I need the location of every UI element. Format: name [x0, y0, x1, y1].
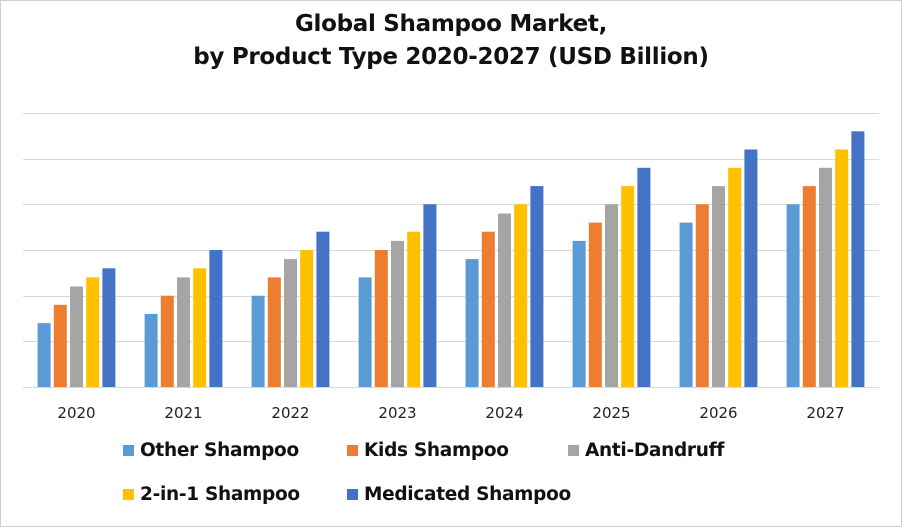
legend-item-anti-dandruff: Anti-Dandruff [568, 440, 724, 461]
bar-2-in-1-shampoo-2026 [728, 167, 742, 387]
legend-swatch-other-shampoo [123, 445, 134, 456]
x-tick-label-2025: 2025 [592, 404, 630, 422]
bar-2-in-1-shampoo-2022 [300, 250, 314, 387]
bar-anti-dandruff-2027 [819, 167, 832, 387]
bar-medicated-shampoo-2020 [102, 268, 116, 387]
bar-anti-dandruff-2020 [70, 286, 83, 387]
bar-other-shampoo-2020 [37, 323, 51, 387]
legend-item-2-in-1-shampoo: 2-in-1 Shampoo [123, 484, 300, 505]
bar-anti-dandruff-2024 [498, 213, 511, 387]
legend-swatch-kids-shampoo [347, 445, 358, 456]
bar-other-shampoo-2022 [251, 295, 265, 387]
legend-swatch-2-in-1-shampoo [123, 489, 134, 500]
bar-2-in-1-shampoo-2024 [514, 204, 528, 387]
legend-label: Other Shampoo [140, 440, 299, 461]
chart-title-line-2: by Product Type 2020-2027 (USD Billion) [193, 44, 709, 70]
legend-item-kids-shampoo: Kids Shampoo [347, 440, 509, 461]
bar-medicated-shampoo-2027 [851, 131, 865, 387]
legend-label: Medicated Shampoo [364, 484, 571, 505]
legend-swatch-anti-dandruff [568, 445, 579, 456]
x-tick-label-2026: 2026 [699, 404, 737, 422]
bar-kids-shampoo-2026 [695, 204, 709, 387]
legend-swatch-medicated-shampoo [347, 489, 358, 500]
legend-item-other-shampoo: Other Shampoo [123, 440, 299, 461]
x-tick-label-2024: 2024 [485, 404, 523, 422]
bar-2-in-1-shampoo-2020 [86, 277, 100, 387]
bar-anti-dandruff-2021 [177, 277, 190, 387]
legend-item-medicated-shampoo: Medicated Shampoo [347, 484, 571, 505]
legend-label: 2-in-1 Shampoo [140, 484, 300, 505]
bar-kids-shampoo-2025 [588, 222, 602, 387]
x-tick-label-2023: 2023 [378, 404, 416, 422]
bar-anti-dandruff-2023 [391, 240, 404, 387]
bar-kids-shampoo-2024 [481, 231, 495, 387]
bar-other-shampoo-2021 [144, 313, 158, 387]
chart-title-line-1: Global Shampoo Market, [294, 11, 608, 37]
bar-2-in-1-shampoo-2021 [193, 268, 207, 387]
x-tick-labels: 2020 2021 2022 2023 2024 2025 2026 2027 [57, 404, 844, 422]
bar-other-shampoo-2023 [358, 277, 372, 387]
x-tick-label-2022: 2022 [271, 404, 309, 422]
bar-other-shampoo-2027 [786, 204, 800, 387]
x-tick-label-2027: 2027 [806, 404, 844, 422]
bar-kids-shampoo-2023 [374, 250, 388, 387]
bar-medicated-shampoo-2024 [530, 186, 544, 387]
bar-kids-shampoo-2027 [802, 186, 816, 387]
bar-2-in-1-shampoo-2025 [621, 186, 635, 387]
bar-other-shampoo-2025 [572, 240, 586, 387]
legend-label: Kids Shampoo [364, 440, 509, 461]
bar-medicated-shampoo-2025 [637, 167, 651, 387]
x-tick-label-2020: 2020 [57, 404, 95, 422]
bar-medicated-shampoo-2022 [316, 231, 330, 387]
bar-2-in-1-shampoo-2023 [407, 231, 421, 387]
bar-medicated-shampoo-2023 [423, 204, 437, 387]
bar-other-shampoo-2024 [465, 259, 479, 387]
bar-kids-shampoo-2022 [267, 277, 281, 387]
bars [37, 131, 865, 387]
chart-title: Global Shampoo Market, by Product Type 2… [0, 8, 902, 74]
bar-2-in-1-shampoo-2027 [835, 149, 849, 387]
bar-anti-dandruff-2025 [605, 204, 618, 387]
bar-medicated-shampoo-2021 [209, 250, 223, 387]
bar-anti-dandruff-2026 [712, 186, 725, 387]
bar-kids-shampoo-2021 [160, 295, 174, 387]
legend-label: Anti-Dandruff [585, 440, 725, 461]
bar-kids-shampoo-2020 [53, 304, 67, 387]
bar-anti-dandruff-2022 [284, 259, 297, 387]
x-tick-label-2021: 2021 [164, 404, 202, 422]
bar-other-shampoo-2026 [679, 222, 693, 387]
bar-medicated-shampoo-2026 [744, 149, 758, 387]
